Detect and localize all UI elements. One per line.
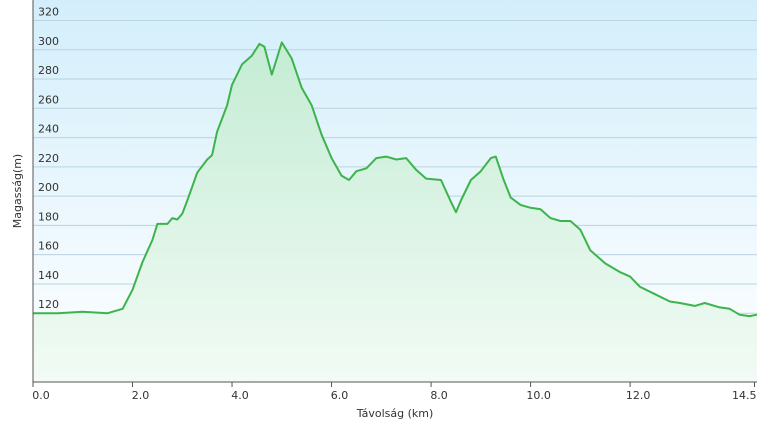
y-tick-label: 140 — [38, 269, 59, 282]
y-tick-label: 180 — [38, 210, 59, 223]
y-tick-label: 200 — [38, 181, 59, 194]
y-tick-label: 240 — [38, 123, 59, 136]
elevation-line — [33, 41, 758, 318]
x-axis-label: Távolság (km) — [356, 407, 434, 420]
y-tick-label: 320 — [38, 5, 59, 18]
y-tick-label: 160 — [38, 240, 59, 253]
x-tick-label: 0.0 — [32, 389, 50, 402]
x-tick-label: 14.5 — [732, 389, 757, 402]
y-tick-label: 280 — [38, 64, 59, 77]
area-fill — [33, 42, 757, 383]
x-tick-label: 4.0 — [231, 389, 249, 402]
x-tick-label: 12.0 — [626, 389, 651, 402]
y-tick-label: 120 — [38, 298, 59, 311]
x-tick-label: 6.0 — [331, 389, 349, 402]
y-tick-label: 260 — [38, 93, 59, 106]
y-tick-label: 300 — [38, 35, 59, 48]
x-tick-label: 8.0 — [430, 389, 448, 402]
x-tick-label: 10.0 — [526, 389, 551, 402]
x-tick-label: 2.0 — [132, 389, 150, 402]
y-tick-label: 220 — [38, 152, 59, 165]
y-axis-label: Magasság(m) — [11, 154, 24, 228]
